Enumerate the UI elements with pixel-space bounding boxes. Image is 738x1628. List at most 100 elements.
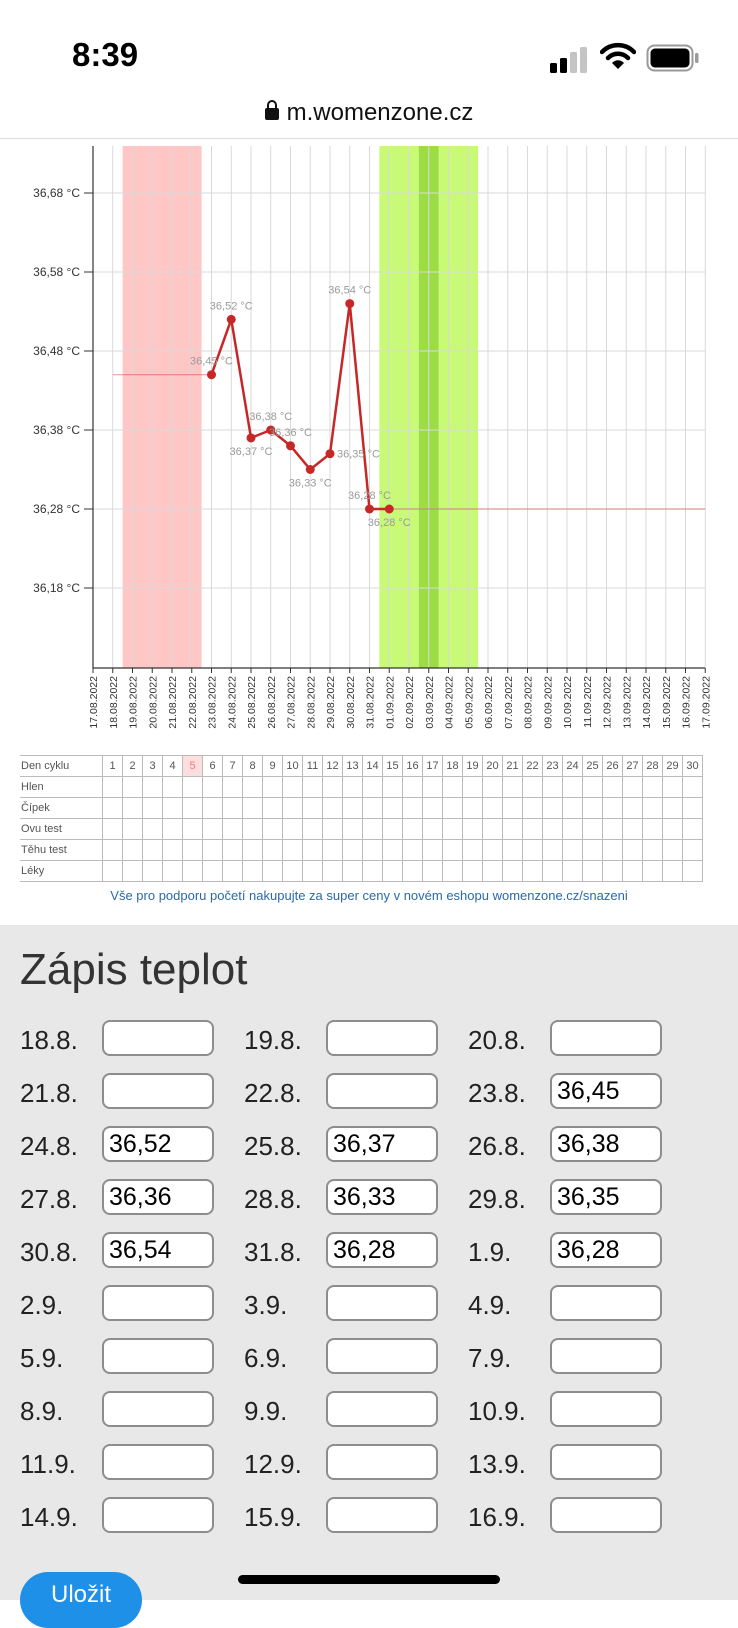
- cycle-marker-cell[interactable]: [122, 776, 143, 798]
- cycle-marker-cell[interactable]: [222, 860, 243, 882]
- cycle-marker-cell[interactable]: [202, 818, 223, 840]
- cycle-marker-cell[interactable]: [402, 860, 423, 882]
- cycle-marker-cell[interactable]: [622, 776, 643, 798]
- cycle-marker-cell[interactable]: [502, 797, 523, 819]
- cycle-marker-cell[interactable]: [542, 776, 563, 798]
- cycle-marker-cell[interactable]: [602, 818, 623, 840]
- cycle-marker-cell[interactable]: [362, 797, 383, 819]
- cycle-marker-cell[interactable]: [562, 839, 583, 861]
- cycle-marker-cell[interactable]: [442, 776, 463, 798]
- cycle-marker-cell[interactable]: [142, 818, 163, 840]
- temperature-input[interactable]: [550, 1285, 662, 1321]
- cycle-marker-cell[interactable]: [622, 860, 643, 882]
- temperature-input[interactable]: 36,38: [550, 1126, 662, 1162]
- cycle-marker-cell[interactable]: [102, 860, 123, 882]
- cycle-marker-cell[interactable]: [322, 818, 343, 840]
- cycle-marker-cell[interactable]: [222, 797, 243, 819]
- temperature-input[interactable]: 36,28: [550, 1232, 662, 1268]
- cycle-marker-cell[interactable]: [602, 776, 623, 798]
- cycle-marker-cell[interactable]: [382, 818, 403, 840]
- temperature-input[interactable]: 36,37: [326, 1126, 438, 1162]
- temperature-input[interactable]: [550, 1391, 662, 1427]
- cycle-marker-cell[interactable]: [322, 860, 343, 882]
- cycle-marker-cell[interactable]: [682, 797, 703, 819]
- cycle-marker-cell[interactable]: [682, 776, 703, 798]
- cycle-marker-cell[interactable]: [582, 797, 603, 819]
- cycle-marker-cell[interactable]: [402, 818, 423, 840]
- cycle-marker-cell[interactable]: [322, 839, 343, 861]
- cycle-marker-cell[interactable]: [342, 797, 363, 819]
- cycle-marker-cell[interactable]: [482, 797, 503, 819]
- cycle-marker-cell[interactable]: [302, 839, 323, 861]
- cycle-marker-cell[interactable]: [302, 776, 323, 798]
- temperature-input[interactable]: [326, 1338, 438, 1374]
- cycle-marker-cell[interactable]: [142, 860, 163, 882]
- cycle-marker-cell[interactable]: [222, 839, 243, 861]
- cycle-marker-cell[interactable]: [462, 860, 483, 882]
- cycle-marker-cell[interactable]: [662, 797, 683, 819]
- cycle-marker-cell[interactable]: [522, 776, 543, 798]
- cycle-marker-cell[interactable]: [502, 776, 523, 798]
- cycle-marker-cell[interactable]: [482, 776, 503, 798]
- temperature-input[interactable]: 36,33: [326, 1179, 438, 1215]
- cycle-marker-cell[interactable]: [262, 860, 283, 882]
- cycle-marker-cell[interactable]: [342, 776, 363, 798]
- cycle-marker-cell[interactable]: [582, 860, 603, 882]
- cycle-marker-cell[interactable]: [542, 839, 563, 861]
- cycle-marker-cell[interactable]: [202, 839, 223, 861]
- cycle-marker-cell[interactable]: [202, 860, 223, 882]
- temperature-input[interactable]: [550, 1444, 662, 1480]
- cycle-marker-cell[interactable]: [682, 860, 703, 882]
- cycle-marker-cell[interactable]: [362, 860, 383, 882]
- cycle-marker-cell[interactable]: [422, 860, 443, 882]
- cycle-marker-cell[interactable]: [562, 776, 583, 798]
- cycle-marker-cell[interactable]: [142, 776, 163, 798]
- cycle-marker-cell[interactable]: [362, 839, 383, 861]
- cycle-marker-cell[interactable]: [222, 818, 243, 840]
- temperature-input[interactable]: [102, 1338, 214, 1374]
- cycle-marker-cell[interactable]: [182, 776, 203, 798]
- cycle-marker-cell[interactable]: [442, 860, 463, 882]
- cycle-marker-cell[interactable]: [262, 797, 283, 819]
- cycle-marker-cell[interactable]: [442, 839, 463, 861]
- cycle-marker-cell[interactable]: [482, 839, 503, 861]
- cycle-marker-cell[interactable]: [582, 776, 603, 798]
- cycle-marker-cell[interactable]: [642, 839, 663, 861]
- cycle-marker-cell[interactable]: [582, 818, 603, 840]
- temperature-input[interactable]: 36,45: [550, 1073, 662, 1109]
- cycle-marker-cell[interactable]: [522, 797, 543, 819]
- cycle-marker-cell[interactable]: [462, 797, 483, 819]
- cycle-marker-cell[interactable]: [682, 839, 703, 861]
- cycle-marker-cell[interactable]: [502, 818, 523, 840]
- cycle-marker-cell[interactable]: [662, 860, 683, 882]
- cycle-marker-cell[interactable]: [322, 776, 343, 798]
- temperature-input[interactable]: [550, 1338, 662, 1374]
- cycle-marker-cell[interactable]: [462, 776, 483, 798]
- cycle-marker-cell[interactable]: [362, 776, 383, 798]
- cycle-marker-cell[interactable]: [242, 776, 263, 798]
- cycle-marker-cell[interactable]: [342, 839, 363, 861]
- cycle-marker-cell[interactable]: [122, 839, 143, 861]
- cycle-marker-cell[interactable]: [362, 818, 383, 840]
- cycle-marker-cell[interactable]: [422, 797, 443, 819]
- cycle-marker-cell[interactable]: [402, 839, 423, 861]
- cycle-marker-cell[interactable]: [242, 797, 263, 819]
- cycle-marker-cell[interactable]: [682, 818, 703, 840]
- cycle-marker-cell[interactable]: [622, 839, 643, 861]
- cycle-marker-cell[interactable]: [142, 797, 163, 819]
- cycle-marker-cell[interactable]: [282, 818, 303, 840]
- cycle-marker-cell[interactable]: [542, 860, 563, 882]
- cycle-marker-cell[interactable]: [522, 839, 543, 861]
- cycle-marker-cell[interactable]: [382, 776, 403, 798]
- cycle-marker-cell[interactable]: [102, 776, 123, 798]
- eshop-promo-link[interactable]: Vše pro podporu početí nakupujte za supe…: [110, 888, 628, 903]
- cycle-marker-cell[interactable]: [382, 860, 403, 882]
- cycle-marker-cell[interactable]: [142, 839, 163, 861]
- cycle-marker-cell[interactable]: [582, 839, 603, 861]
- cycle-marker-cell[interactable]: [422, 839, 443, 861]
- cycle-marker-cell[interactable]: [302, 860, 323, 882]
- cycle-marker-cell[interactable]: [662, 818, 683, 840]
- cycle-marker-cell[interactable]: [662, 776, 683, 798]
- temperature-input[interactable]: [326, 1391, 438, 1427]
- cycle-marker-cell[interactable]: [122, 860, 143, 882]
